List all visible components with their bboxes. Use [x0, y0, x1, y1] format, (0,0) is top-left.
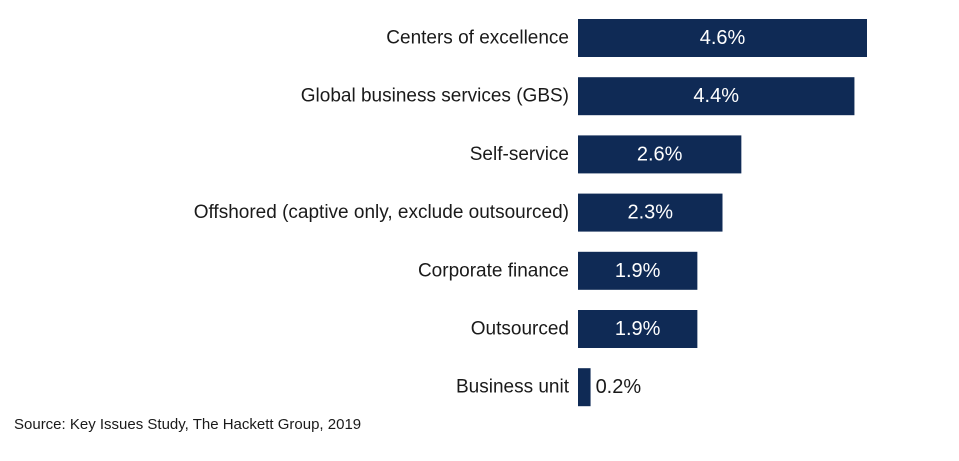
- category-label-6: Business unit: [456, 377, 570, 398]
- category-label-3: Offshored (captive only, exclude outsour…: [194, 202, 569, 223]
- value-label-6: 0.2%: [596, 376, 642, 398]
- bar-0: [578, 19, 867, 57]
- category-label-5: Outsourced: [471, 319, 569, 340]
- bar-4: [578, 251, 698, 290]
- category-label-1: Global business services (GBS): [301, 86, 569, 107]
- value-label-2: 2.6%: [637, 143, 683, 165]
- value-label-0: 4.6%: [700, 27, 746, 49]
- bar-1: [578, 77, 855, 116]
- value-label-5: 1.9%: [615, 318, 661, 340]
- bar-3: [578, 193, 723, 232]
- value-label-1: 4.4%: [693, 85, 739, 107]
- bar-6: [578, 368, 591, 407]
- value-label-3: 2.3%: [627, 202, 673, 224]
- category-label-0: Centers of excellence: [386, 28, 569, 49]
- category-label-4: Corporate finance: [418, 260, 569, 281]
- source-note: Source: Key Issues Study, The Hackett Gr…: [14, 416, 362, 433]
- bar-5: [578, 310, 698, 348]
- bar-2: [578, 135, 742, 174]
- value-label-4: 1.9%: [615, 260, 661, 282]
- category-label-2: Self-service: [470, 144, 569, 165]
